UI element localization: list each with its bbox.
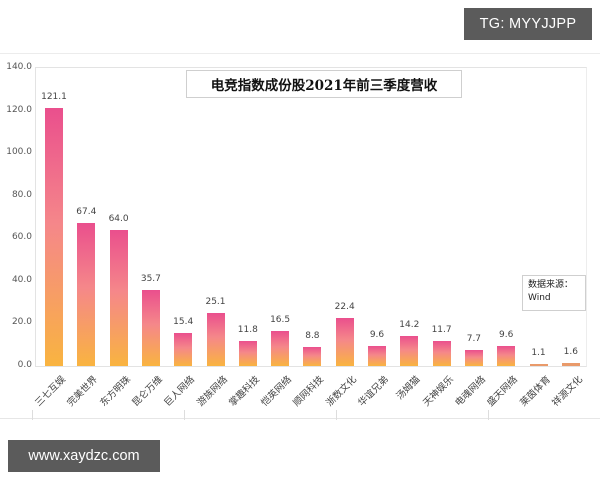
divider [0,53,600,54]
chart-title: 电竞指数成份股2021年前三季度营收 [186,70,462,98]
bar-value-label: 7.7 [466,333,482,344]
bar-value-label: 8.8 [305,331,320,342]
bar [45,108,63,366]
bar [432,341,451,366]
bar [238,340,257,366]
bar-value-label: 11.7 [431,325,452,336]
axis-separator [32,410,33,420]
bar [109,229,128,366]
source-label: 数据来源： [528,280,574,290]
source-value: Wind [528,293,551,303]
bar-value-label: 35.7 [140,274,161,284]
y-tick-label: 100.0 [6,147,32,158]
axis-separator [336,410,337,420]
bar [561,362,580,366]
watermark-badge-bottom: www.xaydzc.com [8,440,160,472]
bar-value-label: 64.0 [108,213,129,224]
bar [77,222,96,366]
y-tick-label: 60.0 [11,232,32,243]
bar [464,349,483,366]
bar [529,363,548,366]
bar [335,318,354,366]
bar-value-label: 22.4 [334,302,355,313]
watermark-badge-top: TG: MYYJJPP [464,8,592,40]
bar [303,347,322,366]
bar [206,312,225,366]
bar-value-label: 15.4 [173,317,194,328]
bar [271,330,290,366]
bar-value-label: 14.2 [399,319,420,330]
bar-value-label: 67.4 [76,206,97,217]
bar-value-label: 25.1 [205,296,226,307]
bar [174,333,193,366]
bar-value-label: 1.1 [531,347,546,358]
bar [141,290,160,366]
y-tick-label: 120.0 [6,104,32,115]
bar-value-label: 9.6 [499,329,514,340]
bar-value-label: 11.8 [237,324,258,335]
bar-value-label: 121.1 [41,92,67,103]
bar [368,345,386,366]
y-tick-label: 40.0 [11,274,32,285]
y-tick-label: 20.0 [11,317,32,328]
bar-value-label: 16.5 [270,314,291,325]
divider [0,418,600,419]
bar-value-label: 1.6 [563,346,578,357]
data-source-note: 数据来源： Wind [522,275,586,311]
y-tick-label: 140.0 [6,62,32,72]
bar [400,335,419,366]
y-tick-label: 80.0 [11,189,32,200]
plot-area [35,67,587,367]
axis-separator [184,410,185,420]
y-tick-label: 0.0 [17,360,32,370]
bar [497,345,516,366]
axis-separator [488,410,489,420]
bar-value-label: 9.6 [369,329,385,340]
